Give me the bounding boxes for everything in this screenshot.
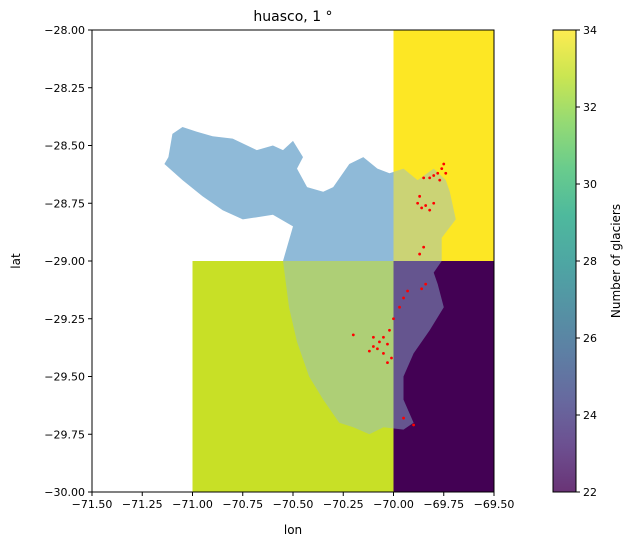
heatmap-cell-tint-2 [393,261,494,492]
glacier-point-17 [420,287,424,291]
glacier-point-33 [386,361,389,365]
x-tick-label: −71.50 [72,498,113,511]
x-axis: −71.50 −71.25 −71.00 −70.75 −70.50 −70.25 −70.… [72,492,515,511]
glacier-point-3 [436,171,440,175]
glacier-point-24 [378,340,381,344]
y-axis: −28.00 −28.25 −28.50 −28.75 −29.00 −29.25 −29.… [44,24,92,499]
glacier-point-13 [418,194,422,198]
x-tick-label: −69.50 [474,498,515,511]
glacier-point-28 [372,345,375,348]
glacier-point-31 [351,333,355,337]
x-tick-label: −69.75 [423,498,464,511]
glacier-point-23 [382,335,385,339]
glacier-point-14 [422,245,426,249]
colorbar-ticks: 22 24 26 28 30 32 34 [576,24,597,499]
glacier-point-15 [418,252,422,256]
colorbar-tick-label: 34 [583,24,597,37]
y-tick-label: −28.75 [44,197,85,210]
glacier-point-1 [428,176,432,180]
glacier-point-32 [390,356,393,360]
glacier-point-10 [424,204,428,207]
y-tick-label: −29.25 [44,313,85,326]
y-tick-label: −28.00 [44,24,85,37]
y-tick-label: −28.25 [44,82,85,95]
glacier-point-22 [388,328,391,332]
colorbar-tick-label: 22 [583,486,597,499]
glacier-point-6 [438,178,442,182]
x-tick-label: −70.50 [273,498,314,511]
glacier-point-11 [428,208,432,212]
y-tick-label: −30.00 [44,486,85,499]
chart-title: huasco, 1 ° [253,9,332,25]
x-tick-label: −70.25 [323,498,364,511]
glacier-point-16 [424,282,428,286]
colorbar-tick-label: 24 [583,409,597,422]
x-axis-label: lon [284,523,302,537]
glacier-point-29 [372,335,375,339]
glacier-point-2 [432,174,436,177]
glacier-point-0 [422,176,426,180]
glacier-point-27 [382,352,385,355]
heatmap-cells-overlay [192,30,494,492]
heatmap-cell-tint-0 [393,30,494,261]
glacier-point-18 [406,289,409,293]
glacier-points [351,162,448,427]
glacier-point-30 [367,349,371,353]
glacier-point-8 [416,201,420,205]
glacier-point-19 [402,296,405,300]
colorbar: 22 24 26 28 30 32 34 Number of glaciers [552,24,623,499]
colorbar-tick-label: 32 [583,101,597,114]
y-tick-label: −29.75 [44,428,85,441]
glacier-point-34 [402,416,405,420]
colorbar-tick-label: 26 [583,332,597,345]
glacier-point-35 [412,423,415,427]
glacier-point-12 [432,201,436,205]
glacier-point-5 [442,162,446,166]
colorbar-tick-label: 30 [583,178,597,191]
plot-area [91,29,495,493]
colorbar-gradient [553,30,576,492]
x-tick-label: −71.00 [172,498,213,511]
glacier-point-9 [420,206,424,210]
colorbar-tick-label: 28 [583,255,597,268]
y-tick-label: −28.50 [44,140,85,153]
x-tick-label: −70.00 [373,498,414,511]
x-tick-label: −71.25 [122,498,163,511]
y-tick-label: −29.00 [44,255,85,268]
colorbar-label: Number of glaciers [609,204,623,318]
glacier-point-25 [376,347,379,351]
y-tick-label: −29.50 [44,371,85,384]
heatmap-cell-tint-1 [192,261,394,492]
glacier-point-7 [444,171,448,175]
glacier-point-26 [386,342,389,346]
glacier-point-20 [398,305,401,309]
y-axis-label: lat [9,253,23,269]
x-tick-label: −70.75 [222,498,263,511]
glacier-point-4 [440,167,444,171]
glacier-point-21 [392,317,395,321]
